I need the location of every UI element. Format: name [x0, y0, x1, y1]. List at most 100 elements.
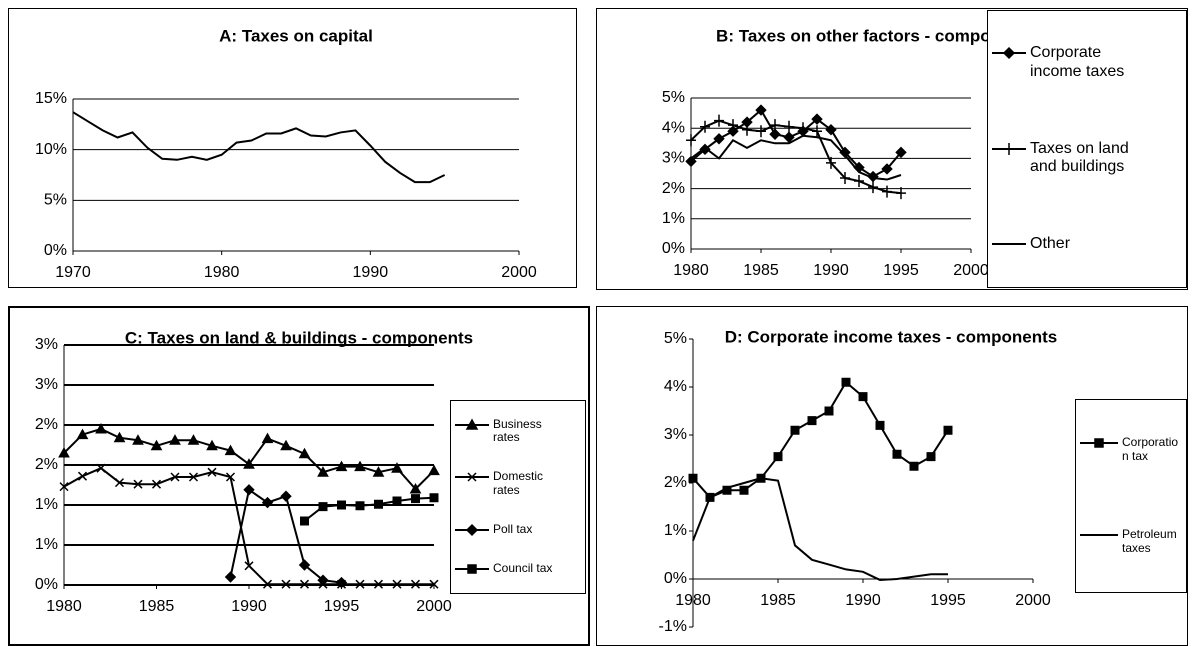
- legend-item: Corporate income taxes: [990, 44, 1184, 81]
- marker: [739, 485, 749, 495]
- marker: [225, 472, 236, 482]
- x-tick-label: 1995: [883, 262, 919, 279]
- legend-item: Other: [990, 235, 1184, 253]
- marker: [317, 466, 329, 477]
- marker: [244, 561, 254, 571]
- marker: [728, 119, 738, 132]
- marker: [409, 482, 422, 494]
- marker: [299, 579, 310, 589]
- marker: [76, 428, 89, 440]
- legend-item: Corporation tax: [1078, 435, 1184, 464]
- legend-marker: [465, 524, 479, 537]
- x-tick-label: 1990: [231, 598, 267, 615]
- y-tick-label: 2%: [35, 416, 58, 433]
- y-tick-label: 5%: [664, 330, 687, 347]
- chart-title: A: Taxes on capital: [219, 26, 373, 45]
- x-tick-label: 1980: [673, 262, 709, 279]
- marker: [858, 392, 868, 402]
- legend-marker: [1004, 142, 1014, 155]
- marker: [769, 128, 781, 140]
- series-line: [690, 134, 902, 181]
- legend-swatch: [455, 418, 489, 430]
- marker: [811, 113, 823, 125]
- legend-swatch: [992, 243, 1026, 246]
- marker: [756, 125, 766, 138]
- y-tick-label: 1%: [35, 536, 58, 553]
- y-tick-label: 0%: [662, 240, 685, 257]
- x-tick-label: 1985: [760, 592, 796, 609]
- marker: [790, 425, 800, 435]
- marker: [807, 416, 817, 426]
- marker: [374, 499, 383, 509]
- marker: [355, 579, 365, 589]
- legend-swatch: [992, 47, 1026, 60]
- marker: [909, 461, 919, 471]
- marker: [354, 460, 366, 472]
- marker: [895, 146, 907, 159]
- legend-label: Other: [1030, 235, 1071, 253]
- legend-swatch: [1080, 534, 1118, 537]
- y-tick-label: 1%: [35, 496, 58, 513]
- legend-swatch: [455, 472, 489, 482]
- legend: Business rates Domestic rates Poll tax Coun…: [450, 400, 586, 594]
- y-tick-label: 10%: [35, 141, 67, 158]
- y-tick-label: 2%: [664, 474, 687, 491]
- chart: A: Taxes on capital 0% 5% 10% 15% 1970 1980 199…: [35, 26, 537, 281]
- chart: C: Taxes on land & buildings - component…: [35, 328, 473, 615]
- legend-label: Business rates: [493, 416, 542, 445]
- series-line: [690, 119, 902, 195]
- x-tick-label: 2000: [416, 598, 452, 615]
- chart-panel: C: Taxes on land & buildings - component…: [8, 306, 590, 646]
- marker: [113, 431, 126, 443]
- marker: [881, 163, 893, 175]
- y-tick-label: 3%: [664, 426, 687, 443]
- chart: D: Corporate income taxes - components -1…: [659, 327, 1058, 635]
- marker: [826, 156, 836, 169]
- marker: [335, 576, 348, 589]
- marker: [882, 185, 892, 198]
- y-tick-label: 5%: [44, 192, 67, 209]
- marker: [686, 134, 696, 147]
- marker: [373, 579, 384, 589]
- x-tick-label: 1985: [743, 262, 779, 279]
- marker: [392, 496, 402, 506]
- x-tick-label: 1980: [675, 592, 711, 609]
- marker: [355, 501, 365, 511]
- marker: [298, 559, 311, 571]
- series-line: [72, 111, 446, 184]
- marker: [317, 574, 329, 586]
- legend-marker: [1002, 47, 1016, 60]
- marker: [262, 579, 273, 589]
- marker: [206, 439, 218, 451]
- marker: [132, 434, 144, 445]
- marker: [77, 471, 88, 481]
- marker: [59, 482, 69, 492]
- x-tick-label: 2000: [953, 262, 989, 279]
- marker: [713, 133, 725, 145]
- marker: [410, 579, 421, 589]
- marker: [298, 447, 311, 459]
- marker: [151, 479, 162, 489]
- marker: [685, 155, 697, 168]
- x-tick-label: 1990: [813, 262, 849, 279]
- marker: [187, 434, 200, 445]
- legend-marker: [467, 472, 477, 482]
- series-line: [690, 108, 902, 178]
- y-tick-label: 15%: [35, 90, 67, 107]
- legend-item: Taxes on land and buildings: [990, 140, 1184, 177]
- marker: [727, 125, 739, 137]
- marker: [318, 502, 328, 512]
- y-tick-label: 2%: [35, 456, 58, 473]
- y-tick-label: 2%: [662, 180, 685, 197]
- legend-label: Taxes on land and buildings: [1030, 139, 1129, 176]
- legend-label: Council tax: [493, 561, 553, 576]
- marker: [770, 119, 780, 132]
- marker: [335, 460, 348, 472]
- marker: [243, 484, 255, 496]
- chart-title: C: Taxes on land & buildings - component…: [125, 328, 473, 347]
- marker: [300, 516, 309, 526]
- marker: [261, 432, 274, 444]
- chart: B: Taxes on other factors - components 0%…: [662, 26, 1036, 279]
- y-tick-label: 0%: [44, 242, 67, 259]
- legend-item: Business rates: [453, 416, 583, 446]
